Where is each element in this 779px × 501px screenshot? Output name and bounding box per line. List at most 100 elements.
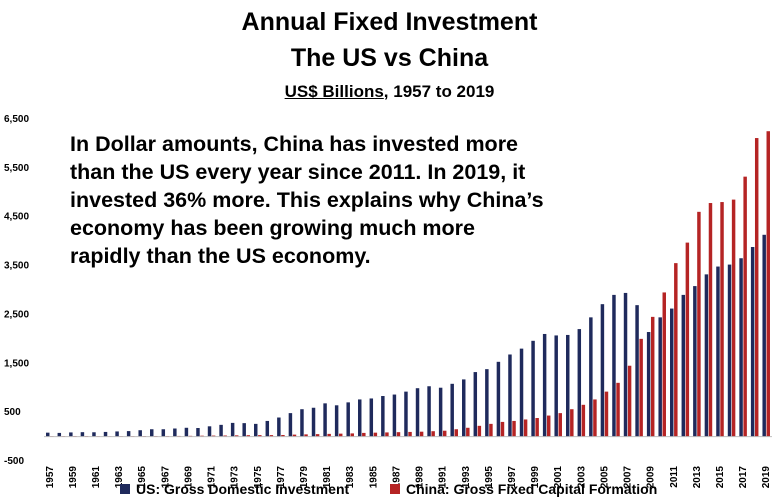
- subtitle-units: US$ Billions: [284, 82, 384, 101]
- china-bar-2007: [627, 365, 632, 437]
- china-bar-1983: [350, 433, 354, 437]
- x-tick-label: 2007: [623, 466, 634, 489]
- china-bar-1979: [304, 434, 308, 437]
- x-tick-label: 1987: [391, 466, 402, 489]
- us-bar-1999: [531, 340, 535, 437]
- china-bar-1997: [512, 420, 516, 437]
- us-bar-1994: [473, 372, 478, 437]
- x-tick-label: 2013: [692, 466, 703, 489]
- us-bar-1995: [485, 369, 489, 437]
- x-tick-label: 1993: [461, 466, 472, 489]
- y-tick-label: 500: [4, 407, 21, 418]
- us-bar-1982: [334, 405, 339, 437]
- us-bar-1969: [184, 427, 189, 437]
- us-bar-2006: [612, 294, 616, 437]
- us-bar-1964: [126, 431, 131, 437]
- us-bar-2009: [646, 332, 651, 437]
- us-bar-1984: [358, 399, 362, 437]
- us-bar-1963: [115, 431, 119, 437]
- chart-annotation: In Dollar amounts, China has invested mo…: [70, 132, 544, 268]
- china-bar-2014: [708, 203, 713, 437]
- us-bar-1958: [57, 432, 62, 437]
- china-bar-2002: [570, 409, 574, 437]
- china-bar-1993: [466, 427, 470, 437]
- x-tick-label: 1959: [68, 466, 79, 489]
- china-bar-1982: [338, 433, 343, 437]
- chart-subtitle: US$ Billions, 1957 to 2019: [0, 82, 779, 102]
- us-bar-1973: [230, 422, 235, 437]
- us-bar-1961: [92, 432, 96, 437]
- us-bar-2001: [554, 335, 558, 437]
- us-bar-1981: [323, 403, 327, 437]
- us-bar-1968: [173, 428, 177, 437]
- china-bar-2000: [546, 415, 551, 437]
- us-bar-1997: [508, 354, 512, 437]
- us-bar-1972: [219, 424, 223, 437]
- y-tick-label: 2,500: [4, 309, 29, 320]
- x-tick-label: 1989: [415, 466, 426, 489]
- legend-item-china: China: Gross Fixed Capital Formation: [390, 481, 657, 497]
- china-bar-1989: [419, 431, 424, 437]
- us-bar-1975: [254, 423, 258, 437]
- us-bar-2016: [727, 264, 732, 437]
- legend-item-us: US: Gross Domestic Investment: [120, 481, 349, 497]
- x-tick-label: 2011: [669, 466, 680, 488]
- china-bar-1987: [396, 432, 401, 437]
- us-bar-1980: [311, 407, 316, 437]
- us-bar-1998: [519, 348, 524, 437]
- china-bar-1990: [431, 431, 435, 437]
- us-bar-1977: [277, 417, 281, 437]
- us-bar-2011: [670, 308, 674, 437]
- us-bar-1970: [196, 428, 200, 437]
- x-tick-label: 1985: [368, 466, 379, 489]
- china-bar-2012: [685, 242, 690, 437]
- us-bar-2004: [589, 317, 593, 437]
- y-tick-label: 5,500: [4, 163, 29, 174]
- us-bar-2012: [681, 294, 686, 437]
- legend-swatch-china: [390, 484, 400, 494]
- us-bar-1971: [207, 426, 212, 437]
- x-tick-label: 1965: [137, 466, 148, 489]
- us-bar-1960: [80, 432, 85, 437]
- us-bar-1996: [496, 361, 501, 437]
- x-tick-label: 2001: [553, 466, 564, 489]
- us-bar-2013: [693, 286, 697, 437]
- us-bar-2010: [658, 317, 662, 437]
- us-bar-1986: [381, 396, 385, 437]
- x-tick-label: 1997: [507, 466, 518, 489]
- us-bar-1989: [415, 388, 420, 437]
- us-bar-1985: [369, 398, 374, 437]
- x-tick-label: 2015: [715, 466, 726, 489]
- y-tick-label: -500: [4, 456, 24, 467]
- us-bar-1978: [288, 413, 293, 437]
- us-bar-2014: [704, 274, 709, 437]
- us-bar-1962: [103, 431, 108, 437]
- us-bar-2002: [566, 334, 570, 437]
- china-bar-2006: [616, 382, 620, 437]
- china-bar-1991: [442, 430, 447, 437]
- us-bar-1957: [46, 432, 50, 437]
- x-tick-label: 1995: [484, 466, 495, 489]
- chart-title-line2: The US vs China: [290, 44, 489, 72]
- us-bar-1979: [300, 409, 304, 437]
- china-bar-1974: [246, 435, 250, 437]
- us-bar-1966: [150, 429, 154, 437]
- legend-swatch-us: [120, 484, 130, 494]
- us-bar-1967: [161, 429, 166, 437]
- china-bar-1975: [258, 435, 262, 437]
- us-bar-1976: [265, 420, 270, 437]
- us-bar-2000: [542, 333, 547, 437]
- china-bar-1981: [327, 433, 331, 437]
- subtitle-range: , 1957 to 2019: [383, 82, 495, 101]
- us-bar-1959: [69, 432, 73, 437]
- china-bar-1984: [362, 432, 366, 437]
- x-tick-label: 1975: [253, 466, 264, 489]
- us-bar-2015: [716, 266, 720, 437]
- china-bar-1998: [523, 419, 528, 437]
- china-bar-1980: [315, 434, 320, 437]
- x-tick-label: 1973: [230, 466, 241, 489]
- china-bar-1988: [408, 431, 412, 437]
- bars: [46, 131, 770, 437]
- chart-title: Annual Fixed Investment: [241, 8, 538, 36]
